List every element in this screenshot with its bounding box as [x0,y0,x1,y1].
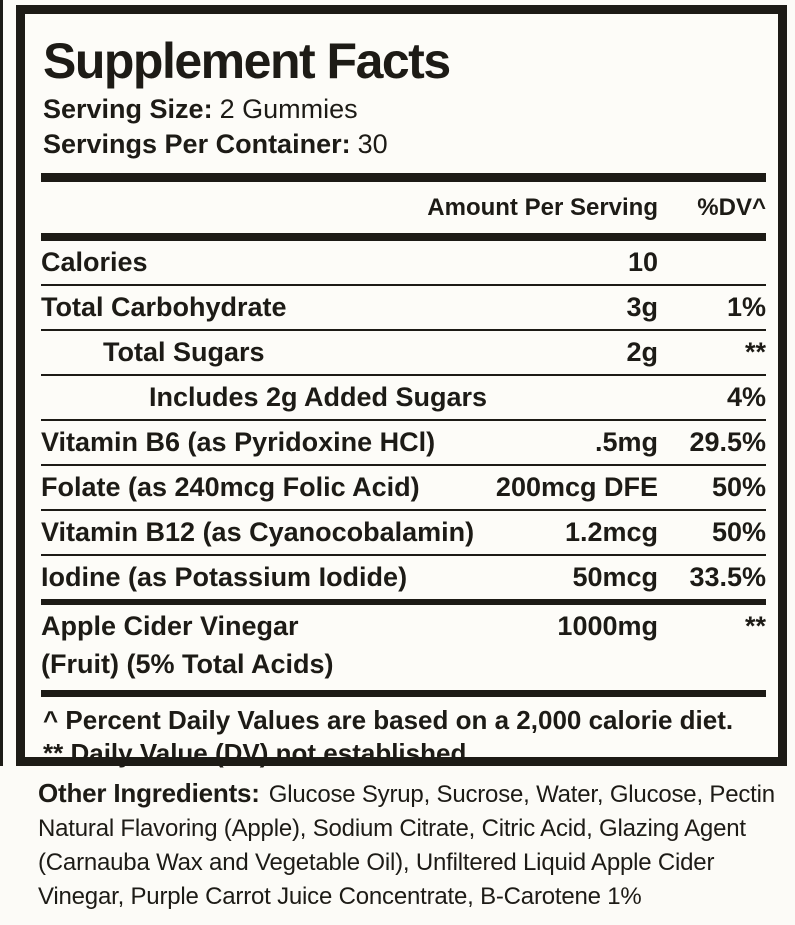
nutrient-name: Folate (as 240mcg Folic Acid) [41,472,420,502]
servings-per-container-line: Servings Per Container: 30 [43,127,766,162]
footnote-dv-not-established: ** Daily Value (DV) not established. [43,738,474,768]
table-row: Iodine (as Potassium Iodide) 50mcg 33.5% [41,556,766,605]
amount-per-serving-value: 2g [626,337,658,367]
table-row: Vitamin B6 (as Pyridoxine HCl) .5mg 29.5% [41,421,766,466]
daily-value: ** [744,611,766,641]
nutrient-name: Total Sugars [103,337,265,367]
table-row: Vitamin B12 (as Cyanocobalamin) 1.2mcg 50% [41,511,766,556]
serving-size-label: Serving Size: [43,94,213,124]
daily-value: 33.5% [689,562,766,592]
table-row: Folate (as 240mcg Folic Acid) 200mcg DFE 5… [41,466,766,511]
nutrient-name: Apple Cider Vinegar [41,611,299,641]
divider-medium [41,233,766,241]
column-header-row: Amount Per Serving %DV^ [41,182,766,233]
nutrient-name: Vitamin B6 (as Pyridoxine HCl) [41,427,436,457]
daily-value: 1% [726,292,766,322]
table-row: Total Carbohydrate 3g 1% [41,286,766,331]
column-header-dv: %DV^ [697,194,766,221]
servings-per-container-value: 30 [357,129,388,159]
nutrient-name: Includes 2g Added Sugars [149,382,488,412]
divider-heavy-top [41,173,766,182]
amount-per-serving-value: .5mg [594,427,658,457]
table-row: Total Sugars 2g ** [41,331,766,376]
footnote-daily-values: ^ Percent Daily Values are based on a 2,… [43,705,734,735]
daily-value: 4% [726,382,766,412]
nutrient-name: Calories [41,247,148,277]
panel-title: Supplement Facts [43,33,451,89]
divider-footnote [41,690,766,697]
serving-size-line: Serving Size: 2 Gummies [43,92,766,127]
amount-per-serving-value: 10 [627,247,658,277]
daily-value: 50% [711,472,766,502]
column-header-amount: Amount Per Serving [427,194,658,221]
footnotes: ^ Percent Daily Values are based on a 2,… [41,697,766,770]
table-row: Calories 10 [41,241,766,286]
supplement-facts-panel: Supplement Facts Serving Size: 2 Gummies … [16,5,787,768]
nutrient-name-secondary: (Fruit) (5% Total Acids) [41,649,334,679]
servings-per-container-label: Servings Per Container: [43,129,351,159]
daily-value: 29.5% [689,427,766,457]
serving-size-value: 2 Gummies [219,94,358,124]
nutrient-name: Total Carbohydrate [41,292,287,322]
daily-value: 50% [711,517,766,547]
facts-rows: Calories 10 Total Carbohydrate 3g 1% Total Su… [41,241,766,687]
daily-value [658,245,766,280]
table-row: Includes 2g Added Sugars 4% [41,376,766,421]
other-ingredients: Other Ingredients: Glucose Syrup, Sucrose… [38,776,784,914]
amount-per-serving-value: 1.2mcg [564,517,658,547]
nutrient-name: Vitamin B12 (as Cyanocobalamin) [41,517,475,547]
nutrient-name: Iodine (as Potassium Iodide) [41,562,408,592]
amount-per-serving-value: 3g [626,292,658,322]
table-row: Apple Cider Vinegar 1000mg ** [41,605,766,644]
amount-per-serving-value: 50mcg [572,562,658,592]
other-ingredients-label: Other Ingredients: [38,778,260,808]
amount-per-serving-value: 200mcg DFE [495,472,658,502]
amount-per-serving-value: 1000mg [557,611,658,641]
daily-value: ** [744,337,766,367]
left-edge-line [0,0,3,766]
other-ingredients-text: Glucose Syrup, Sucrose, Water, Glucose, … [38,781,775,910]
